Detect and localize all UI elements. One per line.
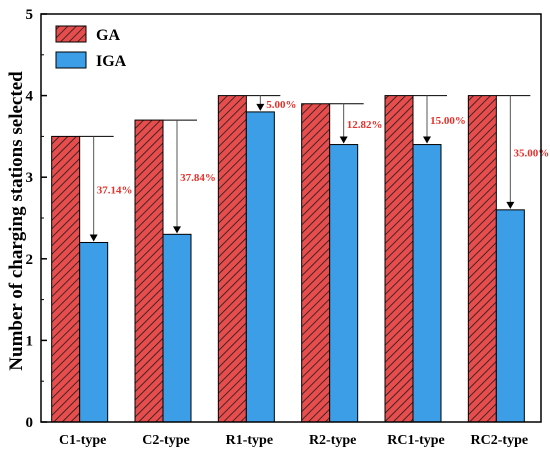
y-tick-label: 0 bbox=[26, 415, 34, 431]
legend-label-IGA: IGA bbox=[96, 53, 127, 70]
y-tick-label: 4 bbox=[26, 89, 34, 105]
bar-ga-RC1-type bbox=[384, 95, 414, 423]
x-tick-label-C2-type: C2-type bbox=[142, 433, 189, 448]
x-tick-label-RC2-type: RC2-type bbox=[471, 433, 529, 448]
bar-iga-C2-type bbox=[162, 233, 192, 423]
arrowhead-RC2-type bbox=[506, 201, 515, 209]
arrowhead-C2-type bbox=[173, 226, 181, 234]
y-tick-label: 3 bbox=[26, 170, 34, 186]
legend-label-GA: GA bbox=[96, 27, 120, 44]
x-tick-label-R1-type: R1-type bbox=[226, 433, 273, 448]
arrowhead-RC1-type bbox=[423, 136, 431, 144]
bar-ga-RC2-type bbox=[467, 95, 497, 423]
legend-swatch-GA bbox=[55, 25, 87, 43]
plot-frame bbox=[40, 13, 542, 423]
bar-iga-RC2-type bbox=[495, 209, 525, 423]
x-tick-label-C1-type: C1-type bbox=[59, 433, 106, 448]
arrowhead-R1-type bbox=[256, 103, 265, 111]
y-axis-title: Number of charging stations selected bbox=[6, 71, 27, 371]
legend: GA IGA bbox=[55, 25, 127, 70]
reduction-label-C2-type: 37.84% bbox=[180, 172, 216, 184]
reduction-label-R2-type: 12.82% bbox=[347, 119, 383, 131]
legend-swatch-IGA bbox=[55, 51, 87, 69]
bar-ga-R2-type bbox=[301, 103, 331, 423]
arrowhead-R2-type bbox=[339, 136, 348, 144]
bar-ga-C1-type bbox=[51, 135, 81, 423]
reduction-label-RC2-type: 35.00% bbox=[513, 148, 549, 160]
x-tick-label-RC1-type: RC1-type bbox=[387, 433, 445, 448]
bar-iga-R1-type bbox=[245, 111, 275, 423]
bar-iga-R2-type bbox=[329, 144, 359, 423]
bar-ga-R1-type bbox=[217, 95, 247, 423]
bar-iga-C1-type bbox=[79, 241, 109, 423]
reduction-label-R1-type: 5.00% bbox=[266, 99, 296, 111]
y-tick-label: 2 bbox=[26, 252, 34, 268]
bar-iga-RC1-type bbox=[412, 144, 442, 423]
bar-ga-C2-type bbox=[134, 119, 164, 423]
reduction-label-C1-type: 37.14% bbox=[97, 184, 133, 196]
reduction-label-RC1-type: 15.00% bbox=[430, 115, 466, 127]
x-tick-label-R2-type: R2-type bbox=[309, 433, 356, 448]
y-tick-label: 5 bbox=[26, 7, 34, 23]
arrowhead-C1-type bbox=[89, 234, 98, 242]
y-tick-label: 1 bbox=[26, 333, 34, 349]
